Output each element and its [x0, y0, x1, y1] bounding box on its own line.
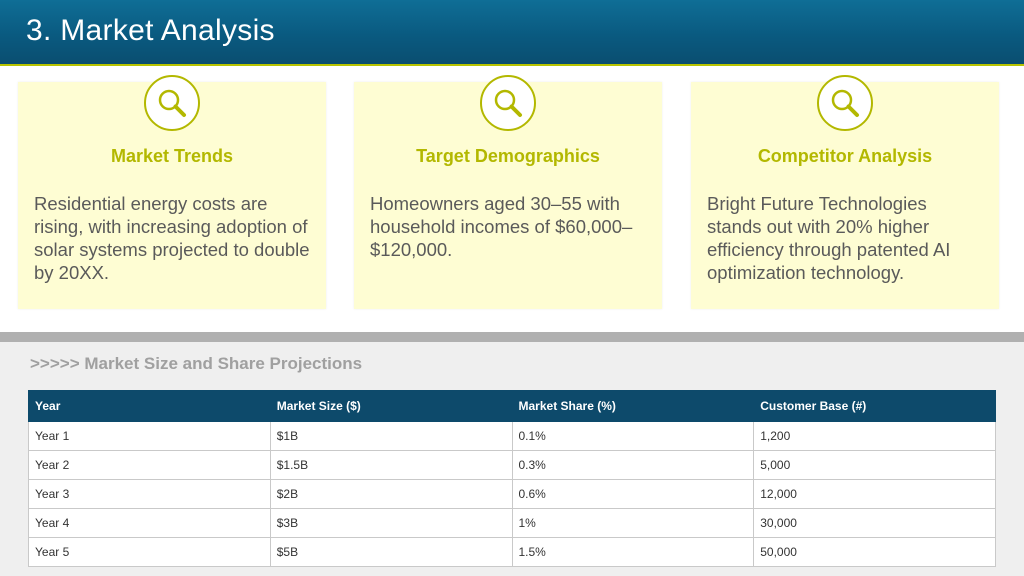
card-title: Competitor Analysis	[757, 146, 933, 166]
column-header: Customer Base (#)	[753, 390, 996, 422]
card-text: Homeowners aged 30–55 with household inc…	[370, 193, 633, 260]
projections-section: >>>>> Market Size and Share Projections …	[0, 342, 1024, 576]
magnifier-icon	[144, 75, 200, 131]
table-cell: 0.6%	[511, 479, 755, 509]
section-divider	[0, 332, 1024, 342]
column-header: Market Size ($)	[269, 390, 513, 422]
magnifier-icon	[480, 75, 536, 131]
info-cards: Market Trends Residential energy costs a…	[0, 75, 1024, 309]
table-cell: Year 1	[28, 421, 271, 451]
title-bar: 3. Market Analysis	[0, 0, 1024, 66]
table-cell: 1.5%	[511, 537, 755, 567]
card-text: Residential energy costs are rising, wit…	[34, 193, 310, 283]
table-cell: 50,000	[753, 537, 996, 567]
table-cell: 30,000	[753, 508, 996, 538]
table-cell: 12,000	[753, 479, 996, 509]
table-row: Year 5 $5B 1.5% 50,000	[28, 537, 996, 567]
table-cell: 0.1%	[511, 421, 755, 451]
card-target-demographics: Target Demographics Homeowners aged 30–5…	[354, 75, 662, 309]
table-cell: Year 3	[28, 479, 271, 509]
card-title: Target Demographics	[416, 146, 600, 166]
card-title: Market Trends	[110, 146, 234, 166]
table-header-row: Year Market Size ($) Market Share (%) Cu…	[28, 390, 996, 422]
table-cell: 1%	[511, 508, 755, 538]
table-cell: 1,200	[753, 421, 996, 451]
column-header: Year	[28, 390, 271, 422]
card-competitor-analysis: Competitor Analysis Bright Future Techno…	[691, 75, 999, 309]
column-header: Market Share (%)	[511, 390, 755, 422]
card-text: Bright Future Technologies stands out wi…	[707, 193, 951, 283]
table-cell: $1.5B	[269, 450, 513, 480]
table-cell: Year 2	[28, 450, 271, 480]
table-cell: Year 5	[28, 537, 271, 567]
table-row: Year 4 $3B 1% 30,000	[28, 508, 996, 538]
magnifier-icon	[817, 75, 873, 131]
table-cell: 5,000	[753, 450, 996, 480]
card-market-trends: Market Trends Residential energy costs a…	[18, 75, 326, 309]
table-row: Year 1 $1B 0.1% 1,200	[28, 421, 996, 451]
table-cell: $5B	[269, 537, 513, 567]
table-cell: $3B	[269, 508, 513, 538]
table-cell: $1B	[269, 421, 513, 451]
projections-table: Year Market Size ($) Market Share (%) Cu…	[28, 390, 996, 567]
table-row: Year 2 $1.5B 0.3% 5,000	[28, 450, 996, 480]
table-cell: Year 4	[28, 508, 271, 538]
page-title: 3. Market Analysis	[26, 14, 275, 47]
section-title: >>>>> Market Size and Share Projections	[30, 354, 363, 373]
table-cell: $2B	[269, 479, 513, 509]
table-row: Year 3 $2B 0.6% 12,000	[28, 479, 996, 509]
table-cell: 0.3%	[511, 450, 755, 480]
